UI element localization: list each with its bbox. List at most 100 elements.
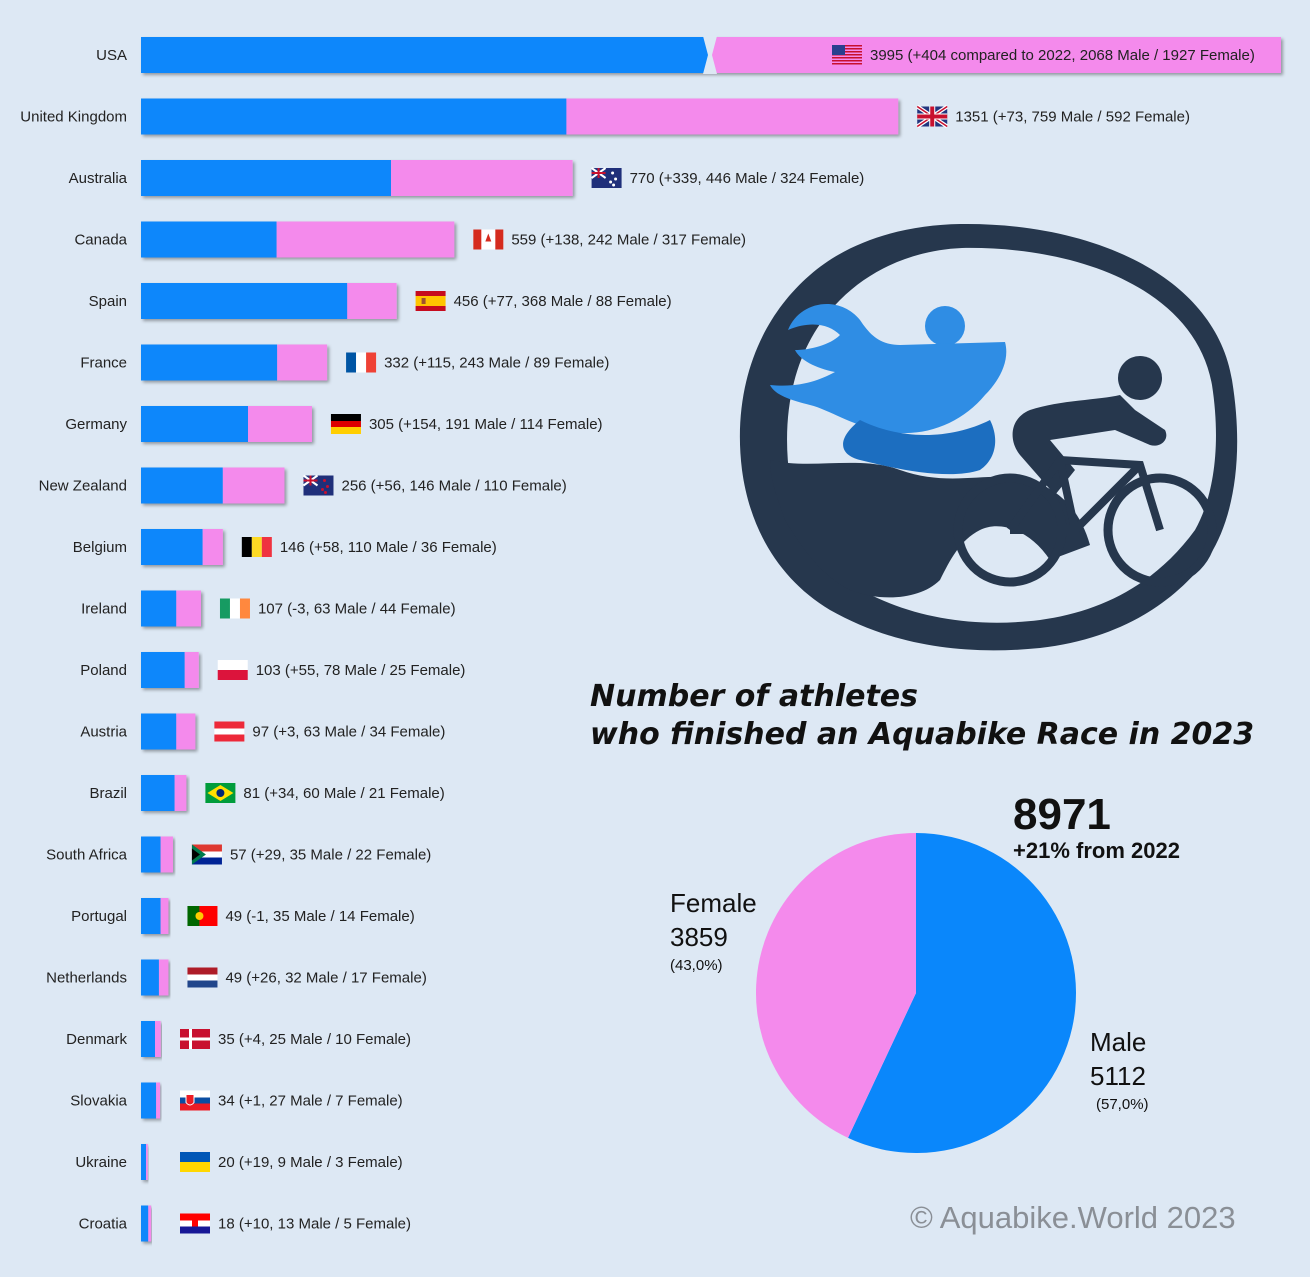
bar-male [141, 283, 348, 319]
data-label: 3995 (+404 compared to 2022, 2068 Male /… [870, 47, 1255, 64]
category-label: Netherlands [46, 970, 127, 987]
bar-male [141, 98, 567, 135]
flag-poland-icon [217, 660, 248, 680]
flag-germany-icon [330, 414, 361, 434]
flag-portugal-icon [187, 906, 218, 926]
pie-label-male-name: Male [1090, 1027, 1147, 1057]
data-label: 146 (+58, 110 Male / 36 Female) [280, 539, 497, 556]
data-label: 20 (+19, 9 Male / 3 Female) [218, 1154, 403, 1171]
bar-male [141, 37, 711, 73]
flag-brazil-icon [205, 783, 236, 803]
bar-female [148, 1205, 152, 1242]
flag-canada-icon [473, 229, 504, 250]
data-label: 103 (+55, 78 Male / 25 Female) [256, 662, 466, 679]
flag-new-zealand-icon [302, 474, 334, 496]
bar-female [277, 344, 328, 381]
bar-female [146, 1144, 148, 1180]
bar-denmark [141, 1021, 161, 1057]
data-label: 305 (+154, 191 Male / 114 Female) [369, 416, 603, 433]
bar-canada [141, 221, 455, 258]
bar-female [160, 898, 169, 934]
bar-usa [141, 37, 1281, 73]
bar-poland [141, 652, 199, 688]
bar-portugal [141, 898, 169, 934]
data-label: 81 (+34, 60 Male / 21 Female) [243, 785, 444, 802]
flag-usa-icon [832, 45, 862, 65]
bar-female [155, 1021, 161, 1057]
data-label: 456 (+77, 368 Male / 88 Female) [454, 293, 672, 310]
pie-label-male: Male 5112 (57,0%) [1090, 1025, 1149, 1117]
pie-label-female-percent: (43,0%) [670, 957, 723, 974]
swimmer-body [770, 303, 1007, 434]
pie-slice-female [755, 833, 916, 1138]
data-label: 34 (+1, 27 Male / 7 Female) [218, 1093, 403, 1110]
bar-male [141, 775, 175, 811]
flag-netherlands-icon [187, 967, 218, 988]
data-label: 332 (+115, 243 Male / 89 Female) [384, 355, 609, 372]
bar-belgium [141, 529, 223, 565]
bar-female [566, 98, 899, 135]
category-label: Germany [65, 416, 127, 433]
category-label: Ukraine [75, 1154, 127, 1171]
pie-label-male-percent: (57,0%) [1096, 1096, 1149, 1113]
axis-break-mark [703, 36, 717, 74]
category-label: Portugal [71, 908, 127, 925]
bar-female [276, 221, 455, 258]
flag-belgium-icon [241, 537, 272, 557]
bar-australia [141, 160, 573, 196]
category-label: Australia [69, 170, 128, 187]
data-label: 107 (-3, 63 Male / 44 Female) [258, 601, 456, 618]
bar-male [141, 898, 161, 934]
data-label: 1351 (+73, 759 Male / 592 Female) [955, 109, 1190, 126]
flag-spain-icon [415, 291, 446, 311]
category-label: South Africa [46, 847, 128, 864]
flag-australia-icon [591, 167, 622, 188]
bike-front-wheel [1103, 473, 1217, 587]
bar-new-zealand [141, 467, 285, 504]
swim-bike-logo [739, 223, 1238, 651]
data-label: 18 (+10, 13 Male / 5 Female) [218, 1216, 411, 1233]
bar-male [141, 590, 177, 627]
bar-male [141, 836, 161, 873]
bar-female [156, 1082, 161, 1119]
category-label: United Kingdom [20, 109, 127, 126]
data-label: 256 (+56, 146 Male / 110 Female) [341, 478, 566, 495]
category-label: Croatia [79, 1216, 128, 1233]
pie-label-male-value: 5112 [1090, 1061, 1146, 1091]
flag-south-africa-icon [191, 844, 222, 865]
bar-female [390, 160, 573, 196]
swimmer-wave [843, 420, 996, 475]
data-label: 49 (-1, 35 Male / 14 Female) [225, 908, 414, 925]
bar-female [248, 406, 312, 442]
pie-chart [755, 833, 1076, 1153]
bar-male [141, 713, 177, 750]
category-label: Ireland [81, 601, 127, 618]
category-label: France [80, 355, 127, 372]
bar-austria [141, 713, 196, 750]
bar-male [141, 1205, 149, 1242]
bar-male [141, 529, 203, 565]
flag-ukraine-icon [180, 1152, 210, 1172]
category-label: Belgium [73, 539, 127, 556]
bar-female [176, 590, 201, 627]
bar-female [222, 467, 285, 504]
bar-germany [141, 406, 312, 442]
total-athletes: 8971 [1013, 790, 1111, 839]
bar-male [141, 959, 159, 996]
category-label: Spain [89, 293, 127, 310]
flag-france-icon [346, 352, 377, 373]
pie-slice-male [848, 833, 1076, 1153]
data-label: 770 (+339, 446 Male / 324 Female) [630, 170, 865, 187]
cyclist-head [1118, 356, 1162, 400]
bar-female [160, 836, 173, 873]
category-label: USA [96, 47, 127, 64]
copyright: © Aquabike.World 2023 [910, 1200, 1236, 1235]
bar-croatia [141, 1205, 152, 1242]
category-label: Austria [80, 724, 127, 741]
category-label: Denmark [66, 1031, 127, 1048]
bar-united-kingdom [141, 98, 899, 135]
flag-uk-icon [916, 104, 949, 129]
data-label: 559 (+138, 242 Male / 317 Female) [511, 232, 746, 249]
bar-male [141, 1144, 147, 1180]
flag-denmark-icon [180, 1029, 210, 1049]
